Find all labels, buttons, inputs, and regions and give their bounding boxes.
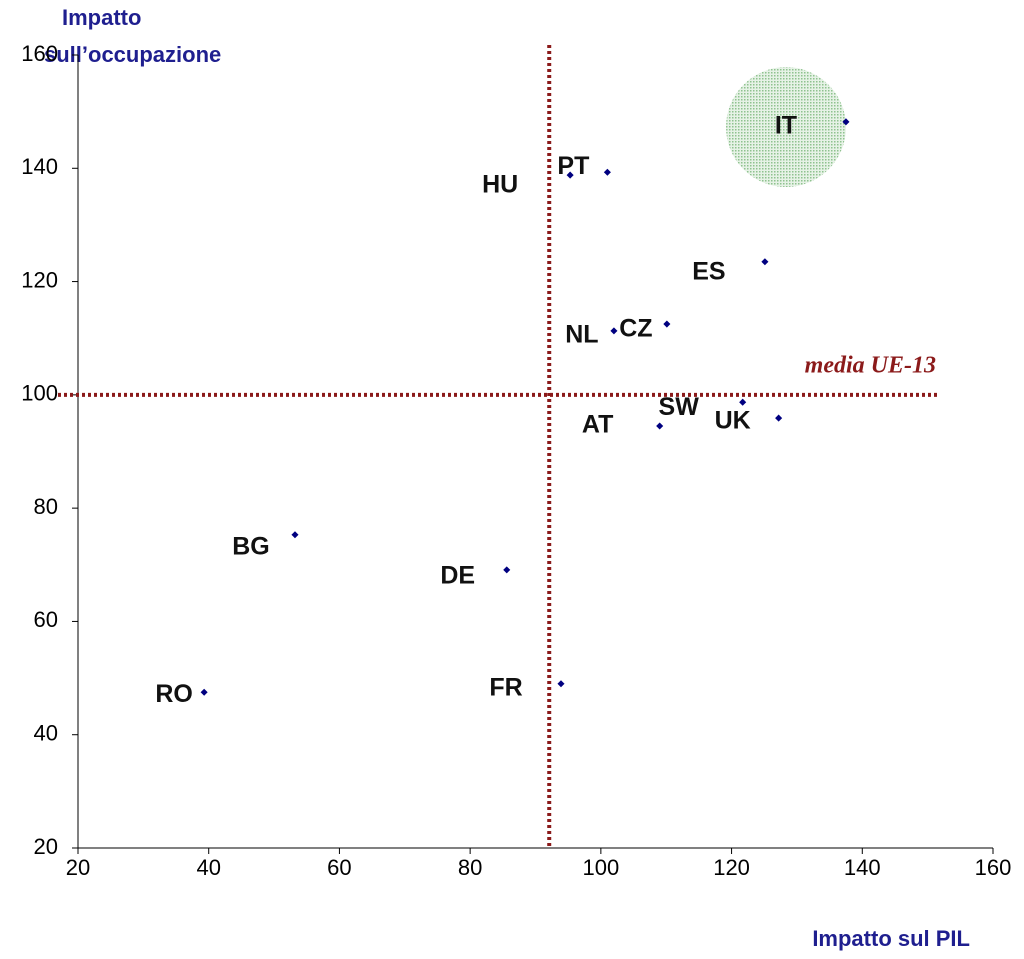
point-label: ES bbox=[692, 257, 725, 285]
point bbox=[200, 688, 208, 696]
y-axis-title: sull’occupazione bbox=[44, 42, 221, 67]
reference-label: media UE-13 bbox=[805, 352, 936, 378]
x-tick-label: 20 bbox=[66, 855, 90, 880]
y-tick-label: 20 bbox=[34, 834, 58, 859]
point bbox=[603, 168, 611, 176]
y-tick-label: 40 bbox=[34, 721, 58, 746]
point-label: SW bbox=[659, 393, 700, 421]
y-tick-label: 60 bbox=[34, 607, 58, 632]
point-label: HU bbox=[482, 171, 518, 199]
point-label: PT bbox=[557, 152, 589, 180]
y-tick-label: 120 bbox=[21, 267, 58, 292]
x-tick-label: 40 bbox=[196, 855, 220, 880]
point bbox=[663, 320, 671, 328]
x-tick-label: 100 bbox=[582, 855, 619, 880]
point bbox=[610, 327, 618, 335]
point bbox=[503, 566, 511, 574]
point bbox=[739, 398, 747, 406]
point-label: NL bbox=[565, 320, 598, 348]
highlight-circle bbox=[726, 67, 846, 187]
point-label: CZ bbox=[619, 315, 652, 343]
point-label: RO bbox=[155, 680, 193, 708]
y-tick-label: 140 bbox=[21, 154, 58, 179]
y-axis-title: Impatto bbox=[62, 5, 141, 30]
x-tick-label: 120 bbox=[713, 855, 750, 880]
point bbox=[291, 531, 299, 539]
point-label: IT bbox=[775, 111, 797, 139]
point-label: AT bbox=[582, 411, 613, 439]
x-tick-label: 60 bbox=[327, 855, 351, 880]
point-label: UK bbox=[715, 407, 751, 435]
point bbox=[557, 680, 565, 688]
y-tick-label: 80 bbox=[34, 494, 58, 519]
point-label: BG bbox=[232, 532, 270, 560]
y-tick-label: 160 bbox=[21, 41, 58, 66]
x-tick-label: 80 bbox=[458, 855, 482, 880]
point bbox=[656, 422, 664, 430]
point-label: DE bbox=[440, 561, 475, 589]
point bbox=[566, 171, 574, 179]
point-label: FR bbox=[489, 673, 522, 701]
point bbox=[775, 414, 783, 422]
x-axis-title: Impatto sul PIL bbox=[812, 926, 970, 951]
x-tick-label: 160 bbox=[975, 855, 1012, 880]
y-tick-label: 100 bbox=[21, 381, 58, 406]
point bbox=[842, 118, 850, 126]
x-tick-label: 140 bbox=[844, 855, 881, 880]
point bbox=[761, 258, 769, 266]
